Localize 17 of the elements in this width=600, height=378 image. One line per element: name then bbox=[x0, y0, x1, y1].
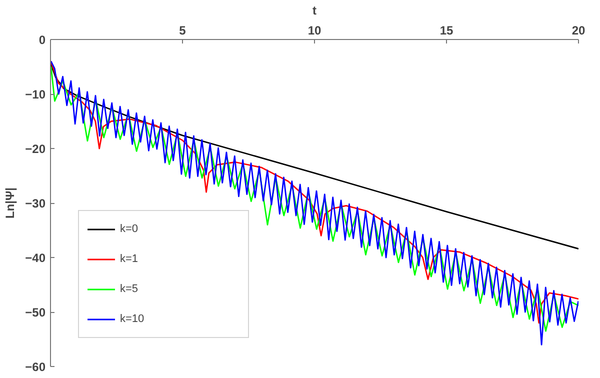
y-tick-label: −50 bbox=[25, 306, 46, 320]
x-tick-label: 5 bbox=[179, 24, 186, 38]
y-tick-label: 0 bbox=[38, 33, 46, 47]
legend-label: k=5 bbox=[120, 283, 140, 295]
x-tick-label: 10 bbox=[308, 24, 322, 38]
y-tick-label: −60 bbox=[25, 360, 46, 374]
legend-label: k=0 bbox=[120, 223, 140, 235]
x-tick-label: 20 bbox=[572, 24, 586, 38]
x-tick-label: 15 bbox=[440, 24, 454, 38]
y-tick-label: −40 bbox=[25, 251, 46, 265]
y-axis-title: Ln|Ψ| bbox=[3, 187, 18, 219]
y-tick-label: −30 bbox=[25, 196, 46, 210]
y-tick-label: −20 bbox=[25, 142, 46, 156]
x-axis-title: t bbox=[312, 4, 316, 18]
legend-label: k=1 bbox=[120, 253, 140, 265]
legend-label: k=10 bbox=[120, 313, 146, 325]
y-tick-label: −10 bbox=[25, 88, 46, 102]
